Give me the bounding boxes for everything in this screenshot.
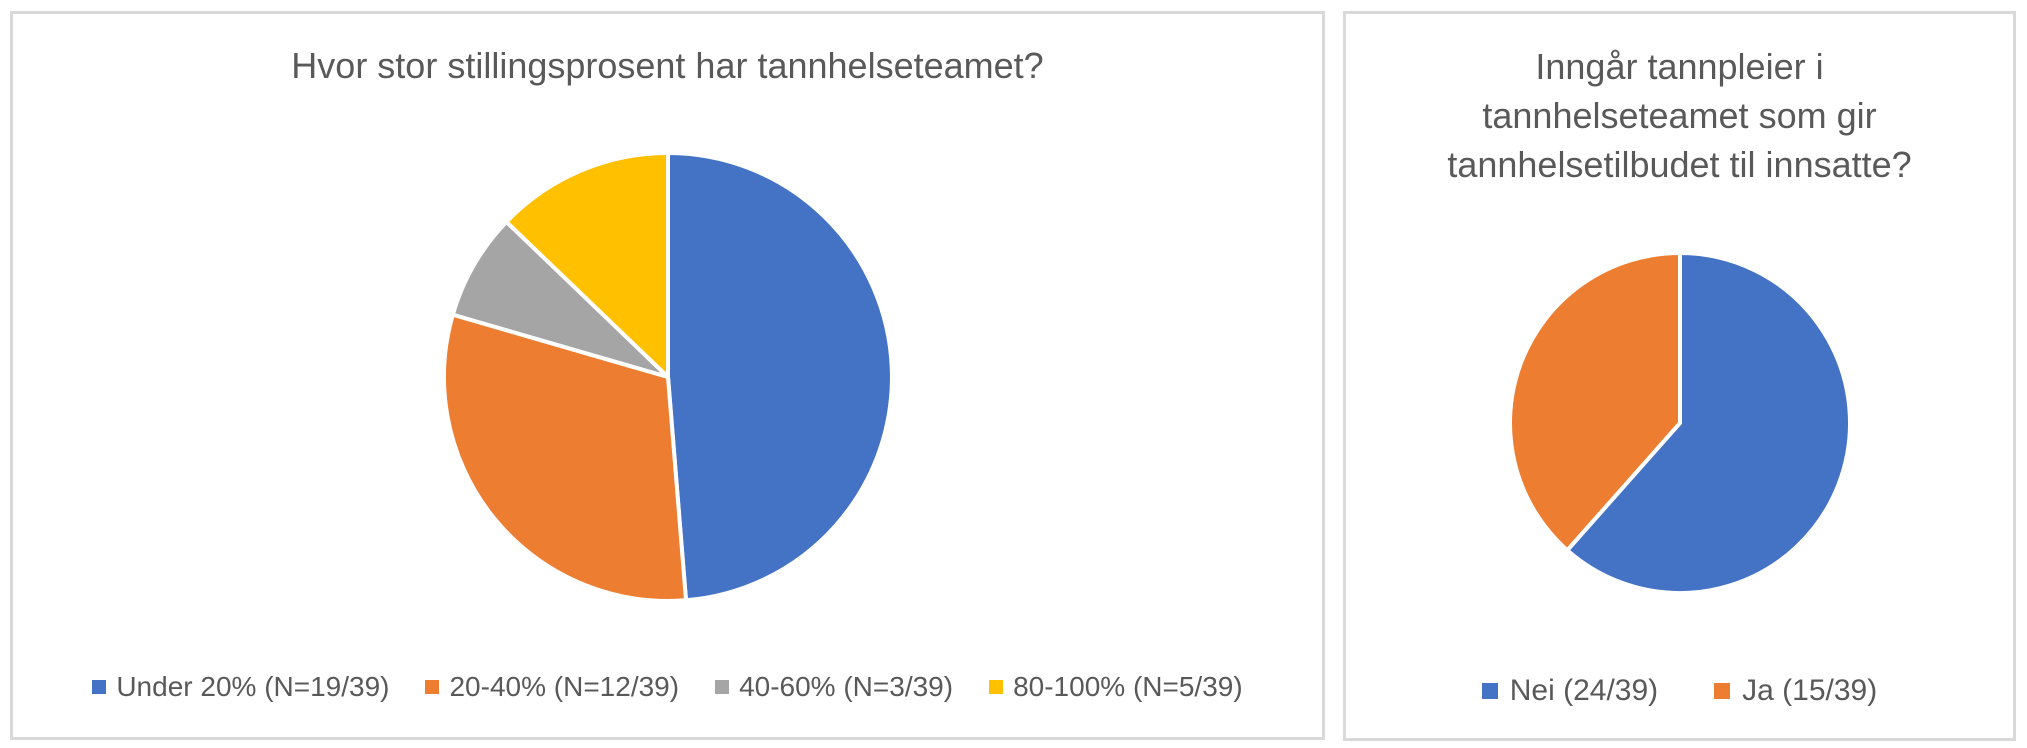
pie-chart-stillingsprosent: [441, 151, 894, 604]
legend-swatch-icon: [1714, 683, 1731, 699]
chart-title-tannpleier: Inngår tannpleier i tannhelseteamet som …: [1447, 46, 1912, 185]
chart-panel-stillingsprosent: Hvor stor stillingsprosent har tannhelse…: [10, 11, 1325, 740]
legend-label: 20-40% (N=12/39): [449, 671, 680, 702]
legend-item-20-40: 20-40% (N=12/39): [425, 671, 679, 703]
chart-title-stillingsprosent: Hvor stor stillingsprosent har tannhelse…: [291, 45, 1044, 86]
legend-label: 80-100% (N=5/39): [1013, 671, 1243, 702]
legend-label: Nei (24/39): [1509, 674, 1659, 707]
legend-swatch-icon: [989, 680, 1004, 694]
legend-swatch-icon: [92, 680, 107, 694]
legend-swatch-icon: [1481, 683, 1498, 699]
legend-tannpleier: Nei (24/39) Ja (15/39): [1481, 674, 1877, 708]
chart-panel-tannpleier: Inngår tannpleier i tannhelseteamet som …: [1343, 11, 2016, 741]
pie-slice-ja: [1507, 250, 1682, 554]
legend-swatch-icon: [715, 680, 730, 694]
legend-label: 40-60% (N=3/39): [739, 671, 954, 702]
pie-slice-under-20: [665, 151, 894, 603]
pie-slice-20-40: [441, 312, 688, 604]
pie-slice-80-100: [503, 151, 670, 382]
legend-item-40-60: 40-60% (N=3/39): [715, 671, 953, 703]
legend-label: Ja (15/39): [1742, 674, 1878, 707]
pie-chart-tannpleier: [1507, 250, 1852, 595]
pie-slice-nei: [1563, 250, 1852, 595]
legend-item-nei: Nei (24/39): [1481, 674, 1659, 708]
legend-stillingsprosent: Under 20% (N=19/39) 20-40% (N=12/39) 40-60…: [92, 671, 1243, 703]
legend-item-80-100: 80-100% (N=5/39): [989, 671, 1243, 703]
legend-label: Under 20% (N=19/39): [116, 671, 390, 702]
legend-item-ja: Ja (15/39): [1714, 674, 1877, 708]
pie-slice-40-60: [449, 219, 669, 380]
legend-swatch-icon: [425, 680, 440, 694]
legend-item-under-20: Under 20% (N=19/39): [92, 671, 389, 703]
